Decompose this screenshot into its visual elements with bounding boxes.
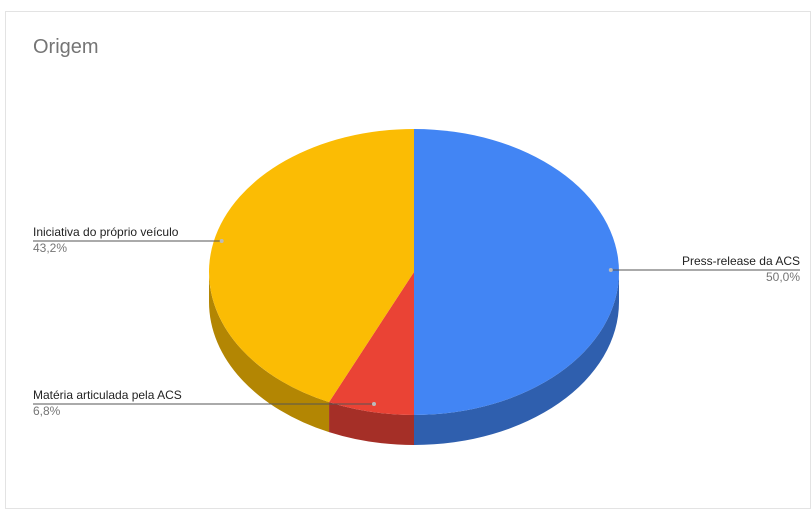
leader-dot (608, 268, 613, 272)
slice-label: Iniciativa do próprio veículo (33, 225, 179, 239)
slice-label: Press-release da ACS (682, 254, 800, 268)
slice-percent-label: 43,2% (33, 241, 67, 255)
slice-percent-label: 50,0% (766, 270, 800, 284)
chart-title: Origem (33, 36, 99, 58)
leader-dot (219, 239, 224, 243)
pie-slice-side (329, 402, 414, 445)
slice-label: Matéria articulada pela ACS (33, 388, 182, 402)
pie-slice[interactable] (209, 129, 414, 403)
pie-slice[interactable] (329, 272, 414, 415)
pie-slice-side (209, 272, 330, 433)
slice-percent-label: 6,8% (33, 404, 61, 418)
pie-slice-side (414, 272, 619, 445)
leader-dot (372, 402, 376, 406)
pie-slice[interactable] (414, 129, 619, 415)
